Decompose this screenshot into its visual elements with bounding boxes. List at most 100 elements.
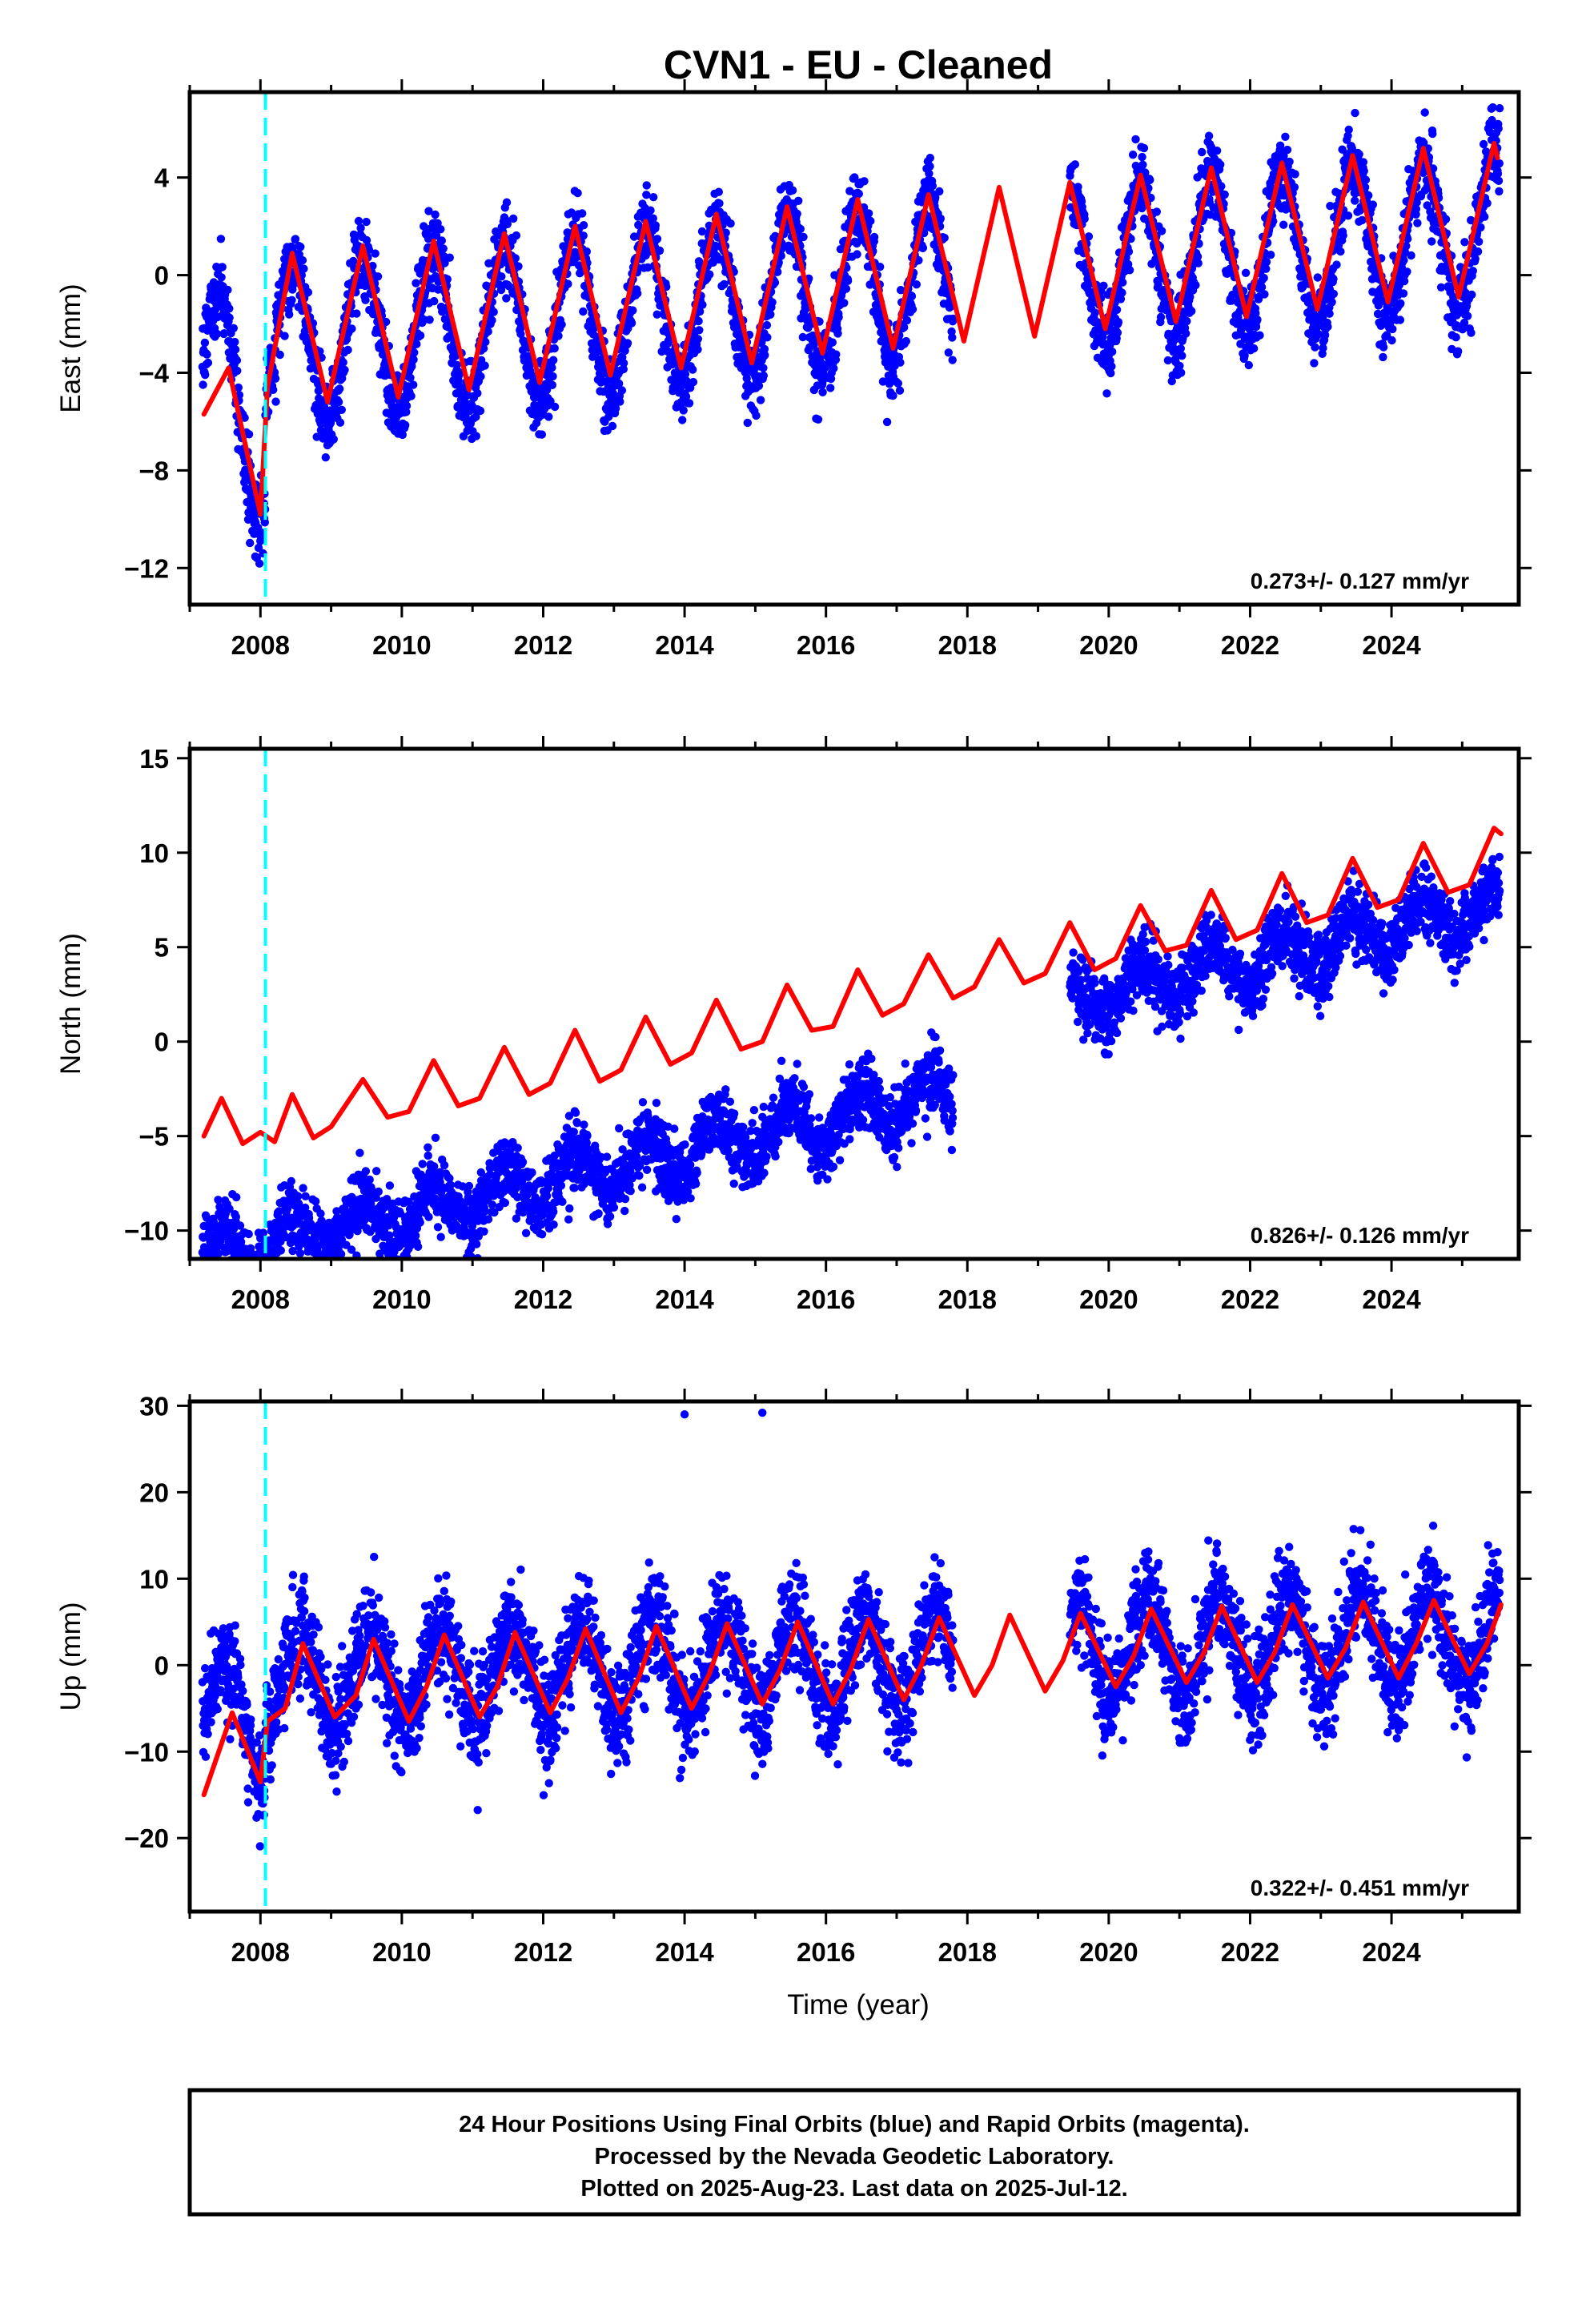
data-point: [651, 221, 660, 230]
data-point: [1139, 143, 1149, 153]
data-point: [697, 227, 707, 236]
data-point: [908, 305, 917, 314]
data-point: [472, 412, 480, 421]
data-point: [385, 1181, 395, 1190]
data-point: [295, 1248, 305, 1258]
data-point: [1275, 141, 1285, 150]
data-point: [537, 430, 546, 439]
data-point: [398, 430, 407, 440]
data-point: [843, 276, 853, 285]
data-point: [1329, 275, 1338, 283]
data-point: [1099, 281, 1108, 290]
data-point: [335, 418, 345, 427]
data-point: [579, 221, 588, 230]
data-point: [619, 359, 628, 368]
data-point: [759, 371, 768, 380]
data-point: [1267, 251, 1275, 259]
data-point: [550, 344, 559, 353]
data-point: [430, 296, 439, 306]
data-point: [773, 267, 782, 276]
x-tick-label: 2018: [938, 630, 997, 660]
data-point: [1128, 151, 1138, 159]
data-point: [1220, 190, 1229, 199]
data-point: [1291, 170, 1299, 179]
data-point: [582, 247, 591, 256]
data-point: [276, 1246, 285, 1255]
data-point: [809, 340, 818, 350]
data-point: [644, 263, 652, 272]
data-point: [503, 219, 512, 228]
data-point: [762, 320, 772, 330]
y-tick-label: −12: [124, 553, 169, 583]
data-point: [864, 209, 873, 218]
data-point: [401, 420, 410, 430]
data-point: [798, 332, 807, 342]
data-point: [260, 518, 269, 527]
data-point: [828, 338, 837, 347]
data-point: [928, 181, 938, 191]
chart-title: CVN1 - EU - Cleaned: [664, 42, 1053, 87]
data-point: [694, 316, 703, 326]
data-point: [372, 1167, 381, 1176]
data-point: [698, 300, 707, 309]
data-point: [424, 207, 433, 215]
data-point: [1249, 344, 1259, 353]
data-point: [794, 196, 803, 205]
data-point: [615, 379, 624, 388]
data-point: [1473, 247, 1483, 256]
data-point: [1138, 160, 1147, 169]
data-point: [608, 388, 617, 398]
data-point: [832, 350, 841, 359]
data-point: [896, 358, 905, 367]
data-point: [788, 186, 797, 195]
panels: 2008 2010 2012 2014 2016 2018 2020 2022 2024−12−…: [55, 79, 1532, 1967]
panel-east: 2008 2010 2012 2014 2016 2018 2020 2022 2024−12−…: [55, 79, 1532, 660]
data-point: [1074, 183, 1082, 191]
data-point: [402, 401, 412, 410]
data-point: [926, 162, 934, 171]
data-point: [1351, 108, 1359, 118]
data-point: [695, 307, 705, 316]
data-point: [339, 358, 347, 367]
y-axis-title-east: East (mm): [55, 283, 86, 412]
data-point: [743, 418, 752, 428]
data-point: [1182, 316, 1191, 326]
data-point: [1204, 131, 1214, 140]
data-point: [425, 316, 434, 324]
data-point: [1460, 238, 1469, 247]
data-point: [294, 1192, 303, 1201]
data-point: [431, 210, 440, 219]
data-point: [1359, 167, 1368, 175]
data-point: [480, 361, 489, 370]
data-point: [678, 416, 687, 424]
data-point: [550, 402, 560, 412]
data-point: [420, 222, 428, 231]
data-point: [1118, 278, 1127, 287]
data-point: [617, 386, 627, 395]
data-point: [1090, 308, 1099, 317]
data-point: [1361, 175, 1371, 184]
data-point: [616, 397, 624, 406]
data-point: [760, 344, 769, 354]
data-point: [756, 396, 765, 404]
data-point: [1102, 389, 1111, 398]
data-point: [240, 413, 249, 422]
data-point: [269, 385, 278, 394]
data-point: [1131, 135, 1140, 144]
data-point: [1463, 312, 1472, 320]
data-point: [440, 259, 449, 267]
data-point: [244, 1229, 253, 1239]
data-point: [1379, 343, 1388, 352]
data-point: [1413, 219, 1422, 227]
data-point: [1483, 199, 1492, 207]
data-point: [497, 272, 506, 281]
y-tick-label: 4: [155, 163, 170, 193]
data-point: [813, 415, 823, 424]
data-point: [246, 538, 255, 548]
data-point: [1178, 352, 1186, 360]
data-point: [312, 432, 321, 441]
data-point: [410, 348, 419, 357]
data-point: [1454, 347, 1463, 356]
data-point: [225, 313, 234, 322]
